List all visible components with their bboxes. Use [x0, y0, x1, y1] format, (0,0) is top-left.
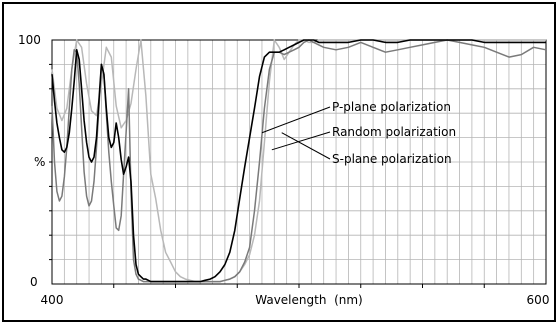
legend-label-p-plane: P-plane polarization: [332, 100, 451, 114]
y-tick-label-max: 100: [18, 33, 41, 47]
callout-leader-s-plane: [281, 132, 331, 160]
legend-label-random: Random polarization: [332, 125, 456, 139]
y-axis-label: %: [34, 155, 45, 169]
minor-ticks: [49, 63, 485, 288]
callout-layer: P-plane polarization Random polarization…: [261, 100, 456, 166]
chart-frame: P-plane polarization Random polarization…: [2, 2, 556, 322]
x-axis-label: Wavelength (nm): [255, 293, 362, 307]
y-tick-label-min: 0: [30, 275, 38, 289]
callout-leader-random: [271, 131, 331, 151]
legend-label-s-plane: S-plane polarization: [332, 152, 452, 166]
x-tick-label-min: 400: [41, 293, 64, 307]
grid: [52, 40, 546, 284]
transmission-chart: P-plane polarization Random polarization…: [18, 33, 550, 307]
series-layer: [51, 39, 547, 283]
series-line-random: [51, 39, 546, 283]
x-tick-label-max: 600: [527, 293, 550, 307]
callout-leader-p-plane: [261, 106, 331, 134]
